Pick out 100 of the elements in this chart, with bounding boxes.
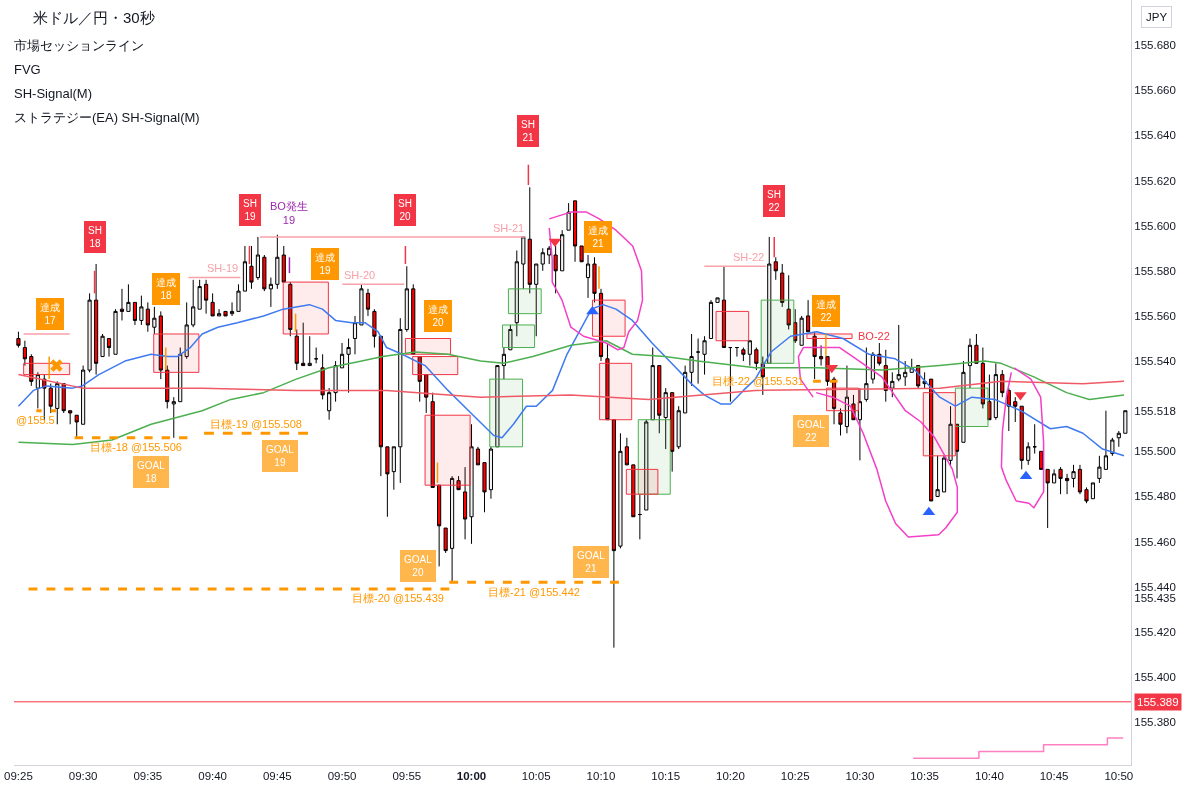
candlestick xyxy=(857,387,862,461)
y-tick-label: 155.420 xyxy=(1134,625,1176,638)
candlestick xyxy=(683,365,688,414)
data-label: GOAL 18 xyxy=(137,460,166,484)
data-label: GOAL 19 xyxy=(266,444,295,468)
candlestick xyxy=(216,308,222,317)
candlestick xyxy=(16,331,21,349)
x-tick-label: 10:40 xyxy=(975,769,1004,782)
candlestick xyxy=(249,245,254,290)
candlestick xyxy=(68,410,73,425)
candlestick xyxy=(579,245,584,263)
candlestick xyxy=(456,475,461,491)
candlestick xyxy=(1097,455,1102,484)
annotation: SH-Signal(M) xyxy=(14,86,93,101)
data-label: 達成 20 xyxy=(428,304,448,328)
point xyxy=(586,305,599,315)
candlestick xyxy=(572,200,578,263)
candlestick xyxy=(534,263,539,337)
x-tick-label: 09:35 xyxy=(133,769,163,782)
candlestick xyxy=(592,256,597,303)
candlestick xyxy=(482,462,487,513)
candlestick xyxy=(126,283,131,312)
candlestick xyxy=(87,292,92,373)
data-label: 達成 22 xyxy=(816,299,836,323)
y-tick-label: 155.435 xyxy=(1134,592,1176,605)
candlestick xyxy=(560,229,565,272)
candlestick xyxy=(1077,464,1083,495)
annotation: ストラテジー(EA) SH-Signal(M) xyxy=(14,110,200,125)
candlestick xyxy=(676,405,681,450)
candlestick xyxy=(1026,441,1031,466)
candlestick xyxy=(618,432,623,549)
candlestick xyxy=(430,392,435,488)
series-label: 目標-18 @155.506 xyxy=(90,441,182,453)
x-tick-label: 10:45 xyxy=(1039,769,1069,782)
candlestick xyxy=(696,338,701,385)
candlestick xyxy=(184,301,189,360)
candlestick xyxy=(424,374,429,414)
candlestick xyxy=(462,466,468,540)
candlestick xyxy=(890,371,895,398)
text: 米ドル／円・30秒 xyxy=(33,9,155,27)
candlestick xyxy=(1052,468,1057,484)
candlestick xyxy=(611,419,616,649)
candlestick xyxy=(191,279,196,328)
candlestick xyxy=(1071,464,1076,488)
candlestick xyxy=(1045,468,1050,529)
candlestick xyxy=(650,347,655,421)
candlestick xyxy=(210,292,215,317)
data-label: GOAL 21 xyxy=(577,550,606,574)
data-label: GOAL 22 xyxy=(797,419,826,443)
line-series xyxy=(17,373,1125,401)
candlestick xyxy=(501,347,506,380)
candlestick xyxy=(94,263,99,376)
x-tick-label: 09:25 xyxy=(4,769,33,782)
series-label: @155.5 xyxy=(16,414,55,426)
y-tick-label: 155.500 xyxy=(1134,445,1176,458)
candlestick xyxy=(903,360,908,387)
candlestick xyxy=(197,279,202,310)
candlestick xyxy=(74,414,79,439)
y-tick-label: 155.660 xyxy=(1134,84,1176,97)
candlestick xyxy=(223,310,228,317)
x-tick-label: 10:20 xyxy=(716,769,745,782)
candlestick xyxy=(1013,396,1018,423)
candlestick xyxy=(508,324,513,351)
candlestick xyxy=(540,247,545,272)
series-label: SH-21 xyxy=(493,222,525,234)
candlestick xyxy=(754,347,759,371)
candlestick xyxy=(741,347,746,362)
annotation: 市場セッションライン xyxy=(14,38,144,53)
data-label: SH 18 xyxy=(88,225,102,249)
data-label: 達成 21 xyxy=(588,225,608,249)
candlestick xyxy=(333,360,338,403)
candlestick xyxy=(119,288,125,321)
candlestick xyxy=(553,245,558,294)
candlestick xyxy=(1000,369,1005,398)
x-tick-label: 10:00 xyxy=(456,769,487,782)
candlestick xyxy=(359,283,364,326)
series-label: 目標-19 @155.508 xyxy=(210,418,302,430)
candlestick xyxy=(1116,430,1121,448)
candlestick xyxy=(314,347,319,364)
candlestick xyxy=(974,333,979,364)
candlestick xyxy=(967,338,973,389)
x-tick-label: 10:05 xyxy=(521,769,551,782)
series-label: SH-20 xyxy=(344,269,376,281)
candlestick xyxy=(521,236,526,290)
series-label: 目標-21 @155.442 xyxy=(488,586,580,598)
candlestick xyxy=(352,315,358,355)
data-label: SH 21 xyxy=(521,119,535,143)
candlestick xyxy=(417,356,422,403)
candlestick xyxy=(844,365,850,434)
candlestick xyxy=(1064,473,1070,495)
ref-line-label: 155.389 xyxy=(1137,696,1179,708)
point xyxy=(50,359,63,372)
y-tick-label: 155.518 xyxy=(1134,404,1176,417)
y-tick-label: 155.640 xyxy=(1134,129,1176,142)
candlestick xyxy=(1084,486,1089,504)
candlestick xyxy=(747,340,752,367)
x-tick-label: 09:45 xyxy=(262,769,292,782)
candlestick xyxy=(236,283,241,312)
candlestick xyxy=(204,279,209,315)
candlestick xyxy=(806,299,811,333)
